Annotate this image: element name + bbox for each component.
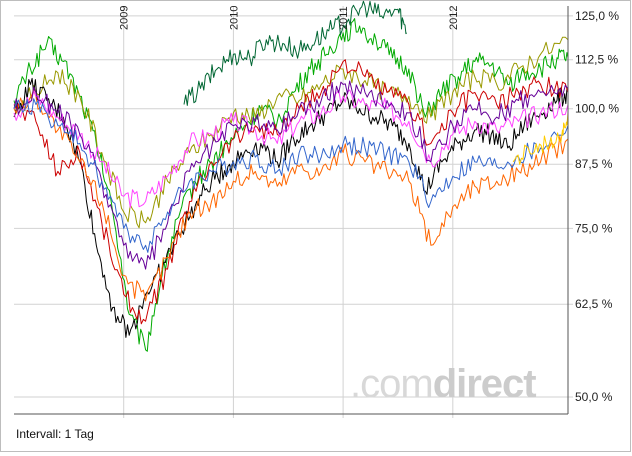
x-tick-label: 2012	[448, 6, 460, 30]
y-tick-label: 87,5 %	[575, 157, 613, 171]
y-tick-label: 75,0 %	[575, 221, 613, 235]
series-line	[13, 89, 569, 209]
y-tick-label: 50,0 %	[575, 390, 613, 404]
series-line	[13, 98, 569, 253]
interval-label: Intervall: 1 Tag	[16, 427, 94, 441]
series-line	[13, 59, 569, 325]
series-line	[512, 112, 569, 165]
grid	[14, 6, 573, 418]
x-tick-label: 2010	[228, 6, 240, 30]
y-tick-label: 62,5 %	[575, 297, 613, 311]
series-line	[13, 18, 569, 352]
series-line	[183, 0, 408, 106]
series-line	[13, 89, 569, 302]
y-tick-label: 125,0 %	[575, 9, 619, 23]
series-lines	[13, 0, 569, 352]
comdirect-watermark: .comdirect	[350, 362, 537, 406]
axes	[14, 6, 569, 415]
series-line	[13, 36, 569, 229]
x-tick-label: 2009	[119, 6, 131, 30]
series-line	[13, 77, 569, 338]
x-tick-label: 2011	[338, 6, 350, 30]
y-tick-label: 100,0 %	[575, 102, 619, 116]
series-line	[13, 80, 569, 270]
tick-labels: 125,0 % 112,5 % 100,0 % 87,5 % 75,0 % 62,5 % 5…	[119, 6, 620, 405]
y-tick-label: 112,5 %	[575, 53, 618, 67]
